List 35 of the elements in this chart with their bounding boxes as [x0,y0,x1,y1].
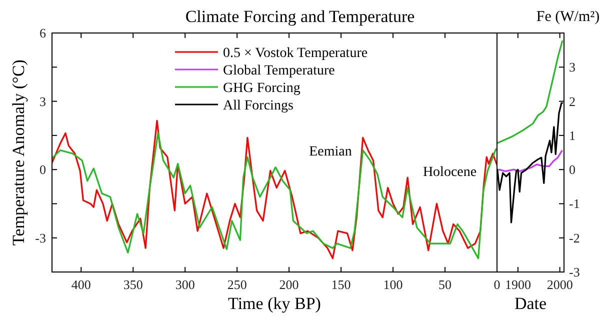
x-tick-label: 2000 [546,277,573,292]
y2-tick-label: 3 [569,60,576,75]
y2-tick-label: 0 [569,162,576,178]
legend-label: GHG Forcing [223,81,300,96]
legend-label: 0.5 × Vostok Temperature [223,46,368,61]
y2-tick-label: 2 [569,94,576,109]
annotation: Eemian [309,144,352,160]
y2-tick-label: -1 [569,196,580,212]
legend-label: All Forcings [223,98,294,114]
y-tick-label: 6 [40,26,46,40]
x-tick-label: 150 [331,277,351,292]
x-tick-label: 1900 [504,277,531,292]
line-series [497,40,564,144]
y2-tick-label: -3 [569,264,580,280]
y2-axis-title: Fe (W/m²) [536,9,600,25]
x-axis-title: Date [514,294,547,313]
x-tick-label: 300 [175,277,195,292]
x-tick-label: 250 [227,277,247,292]
y-tick-label: 0 [40,162,46,178]
y2-tick-label: 1 [569,128,576,143]
legend-label: Global Temperature [223,64,335,78]
x-tick-label: 0 [494,277,500,292]
chart-title: Climate Forcing and Temperature [185,7,415,26]
x-tick-label: 400 [71,277,91,292]
x-tick-label: 200 [279,277,299,292]
x-tick-label: 50 [438,277,452,292]
annotation: Holocene [422,164,477,180]
x-tick-label: 350 [123,277,143,292]
x-tick-label: 100 [383,277,403,292]
y-axis-title: Temperature Anomaly (°C) [9,60,28,246]
y2-tick-label: -2 [569,230,580,246]
y-tick-label: 3 [40,94,46,109]
x-axis-title: Time (ky BP) [228,294,321,313]
y-tick-label: -3 [35,230,46,246]
line-series [498,150,563,172]
